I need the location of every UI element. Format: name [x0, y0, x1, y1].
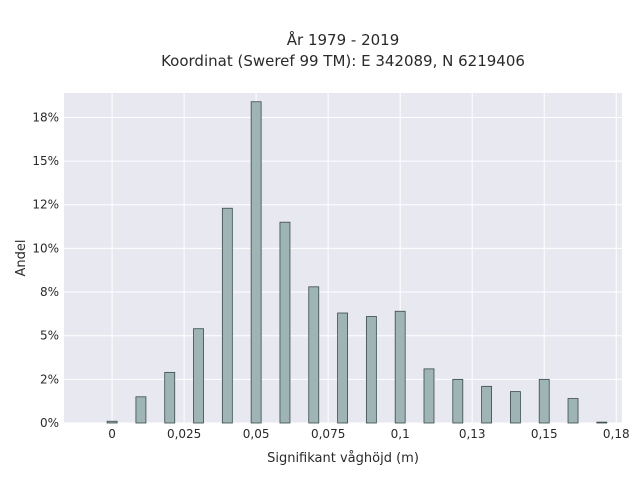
- y-tick-label: 12%: [32, 198, 59, 212]
- y-tick-label: 0%: [40, 416, 59, 430]
- x-tick-label: 0,025: [167, 427, 201, 441]
- y-tick-label: 8%: [40, 285, 59, 299]
- x-tick-label: 0: [108, 427, 116, 441]
- bar: [481, 385, 493, 424]
- x-axis-label: Signifikant våghöjd (m): [267, 451, 419, 466]
- y-tick-label: 10%: [32, 241, 59, 255]
- x-tick-label: 0,05: [243, 427, 270, 441]
- bar: [308, 286, 320, 424]
- chart-title: År 1979 - 2019: [287, 30, 400, 49]
- bar: [135, 396, 147, 424]
- bar: [510, 391, 521, 424]
- bar: [337, 312, 348, 424]
- bar: [193, 328, 204, 424]
- x-tick-label: 0,13: [459, 427, 486, 441]
- bar: [221, 207, 233, 424]
- x-tick-label: 0,15: [531, 427, 558, 441]
- bar: [538, 378, 550, 424]
- x-tick-label: 0,1: [391, 427, 410, 441]
- y-axis-ticks: 0% 2% 5% 8% 10% 12% 15% 18%: [32, 110, 59, 430]
- y-tick-label: 18%: [32, 110, 59, 124]
- x-axis-ticks: 0 0,025 0,05 0,075 0,1 0,13 0,15 0,18: [108, 427, 629, 441]
- bar: [106, 420, 118, 424]
- x-tick-label: 0,18: [603, 427, 630, 441]
- bar: [394, 310, 406, 424]
- bar: [596, 421, 608, 424]
- bar: [365, 316, 377, 424]
- bar: [164, 371, 176, 424]
- x-tick-label: 0,075: [311, 427, 345, 441]
- y-tick-label: 15%: [32, 154, 59, 168]
- bars: [106, 101, 608, 424]
- y-tick-label: 2%: [40, 372, 59, 386]
- chart-subtitle: Koordinat (Sweref 99 TM): E 342089, N 62…: [161, 52, 525, 70]
- y-axis-label: Andel: [14, 240, 29, 277]
- bar: [423, 368, 435, 424]
- bar: [279, 221, 291, 424]
- bar: [250, 101, 262, 424]
- bar: [567, 398, 579, 424]
- bar: [452, 378, 464, 424]
- y-tick-label: 5%: [40, 329, 59, 343]
